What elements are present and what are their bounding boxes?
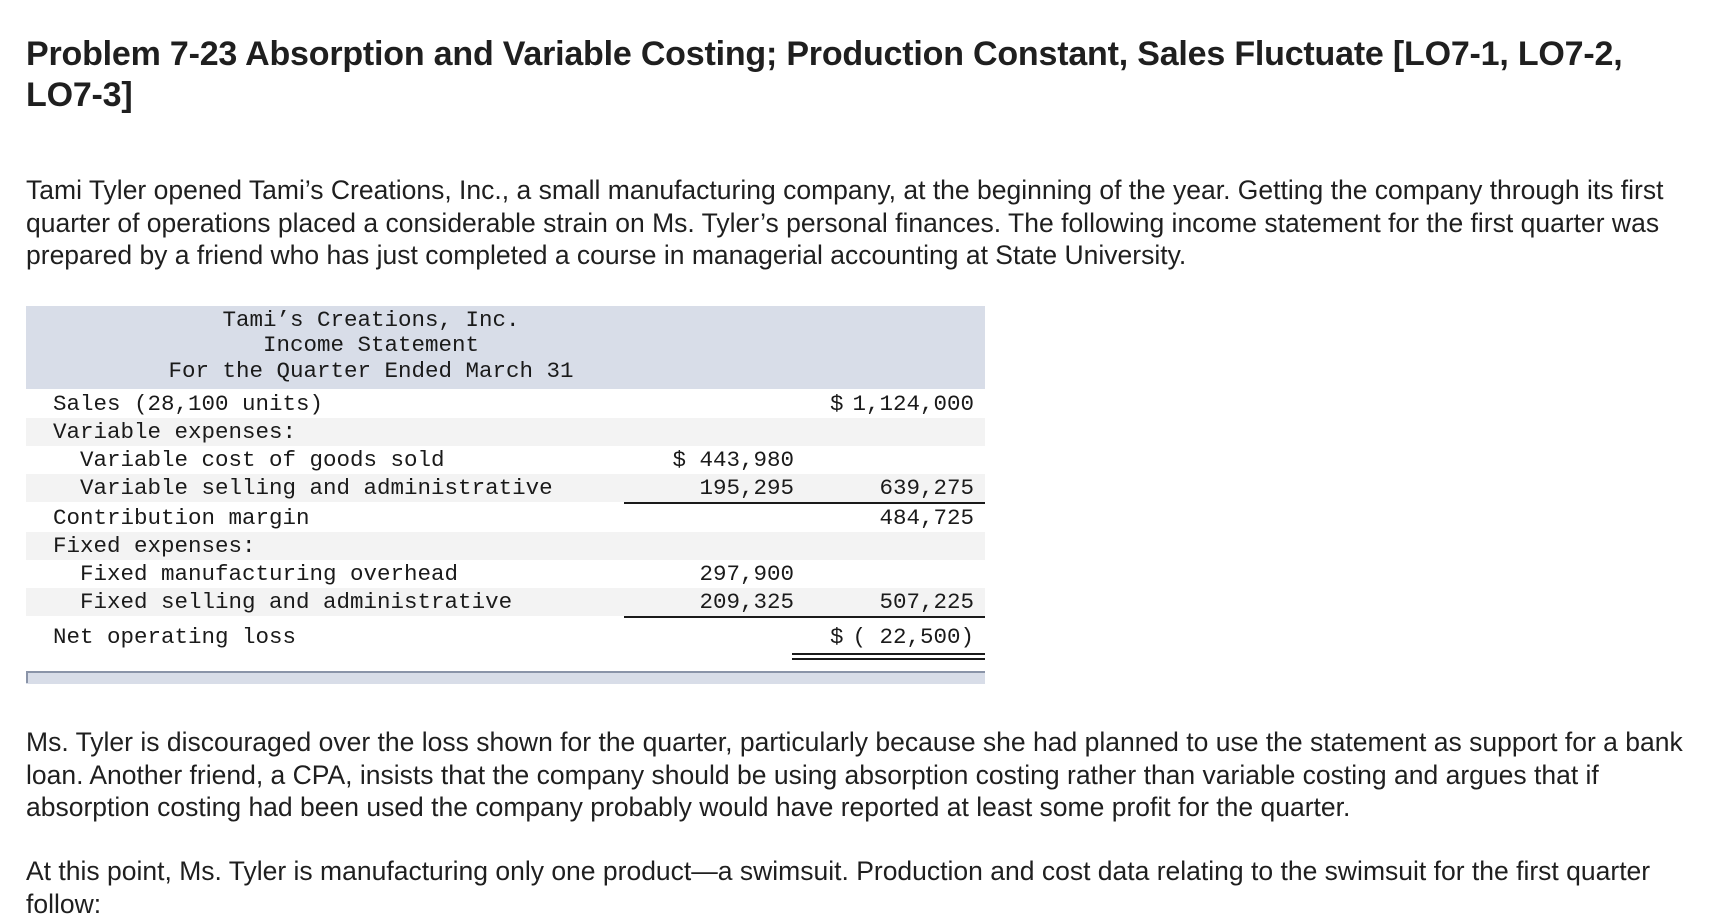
dollar-sign: $ — [830, 391, 844, 417]
row-amount: 297,900 — [699, 561, 794, 587]
row-variable-expenses: Variable expenses: — [26, 418, 985, 446]
row-variable-cogs: Variable cost of goods sold $ 443,980 — [26, 446, 985, 474]
row-contribution-margin: Contribution margin 484,725 — [26, 504, 985, 532]
statement-company: Tami’s Creations, Inc. — [222, 307, 520, 333]
statement-period: For the Quarter Ended March 31 — [168, 358, 574, 384]
statement-footer-bar — [26, 671, 985, 684]
row-label: Sales (28,100 units) — [53, 391, 324, 417]
dollar-sign: $ — [830, 624, 844, 650]
row-total: 484,725 — [879, 505, 974, 531]
row-label: Fixed expenses: — [53, 533, 256, 559]
double-underline-top — [792, 653, 985, 655]
income-statement: Tami’s Creations, Inc. Income Statement … — [26, 306, 985, 684]
statement-name: Income Statement — [262, 332, 480, 358]
row-amount: 209,325 — [699, 589, 794, 615]
row-total: ( 22,500) — [852, 624, 974, 650]
intro-paragraph: Tami Tyler opened Tami’s Creations, Inc.… — [26, 175, 1664, 270]
row-amount: 195,295 — [699, 475, 794, 501]
row-fixed-moh: Fixed manufacturing overhead 297,900 — [26, 560, 985, 588]
row-label: Variable selling and administrative — [80, 475, 553, 501]
row-total: 1,124,000 — [852, 391, 974, 417]
problem-title: Problem 7-23 Absorption and Variable Cos… — [26, 35, 1623, 114]
product-paragraph: At this point, Ms. Tyler is manufacturin… — [26, 856, 1651, 919]
underline — [624, 616, 794, 618]
row-label: Fixed manufacturing overhead — [80, 561, 459, 587]
row-label: Variable expenses: — [53, 419, 297, 445]
row-label: Contribution margin — [53, 505, 310, 531]
loan-paragraph: Ms. Tyler is discouraged over the loss s… — [26, 727, 1683, 822]
row-fixed-expenses: Fixed expenses: — [26, 532, 985, 560]
statement-footer-tick — [26, 671, 28, 683]
row-sales: Sales (28,100 units) $ 1,124,000 — [26, 390, 985, 418]
row-amount: $ 443,980 — [672, 447, 794, 473]
underline — [624, 502, 794, 504]
row-total: 639,275 — [879, 475, 974, 501]
statement-header: Tami’s Creations, Inc. Income Statement … — [26, 306, 985, 389]
row-variable-sga: Variable selling and administrative 195,… — [26, 474, 985, 502]
underline — [792, 502, 985, 504]
double-underline-bottom — [792, 658, 985, 660]
row-fixed-sga: Fixed selling and administrative 209,325… — [26, 588, 985, 616]
underline — [792, 616, 985, 618]
row-total: 507,225 — [879, 589, 974, 615]
row-label: Fixed selling and administrative — [80, 589, 513, 615]
row-label: Net operating loss — [53, 624, 297, 650]
row-net-operating-loss: Net operating loss $ ( 22,500) — [26, 623, 985, 651]
row-label: Variable cost of goods sold — [80, 447, 445, 473]
